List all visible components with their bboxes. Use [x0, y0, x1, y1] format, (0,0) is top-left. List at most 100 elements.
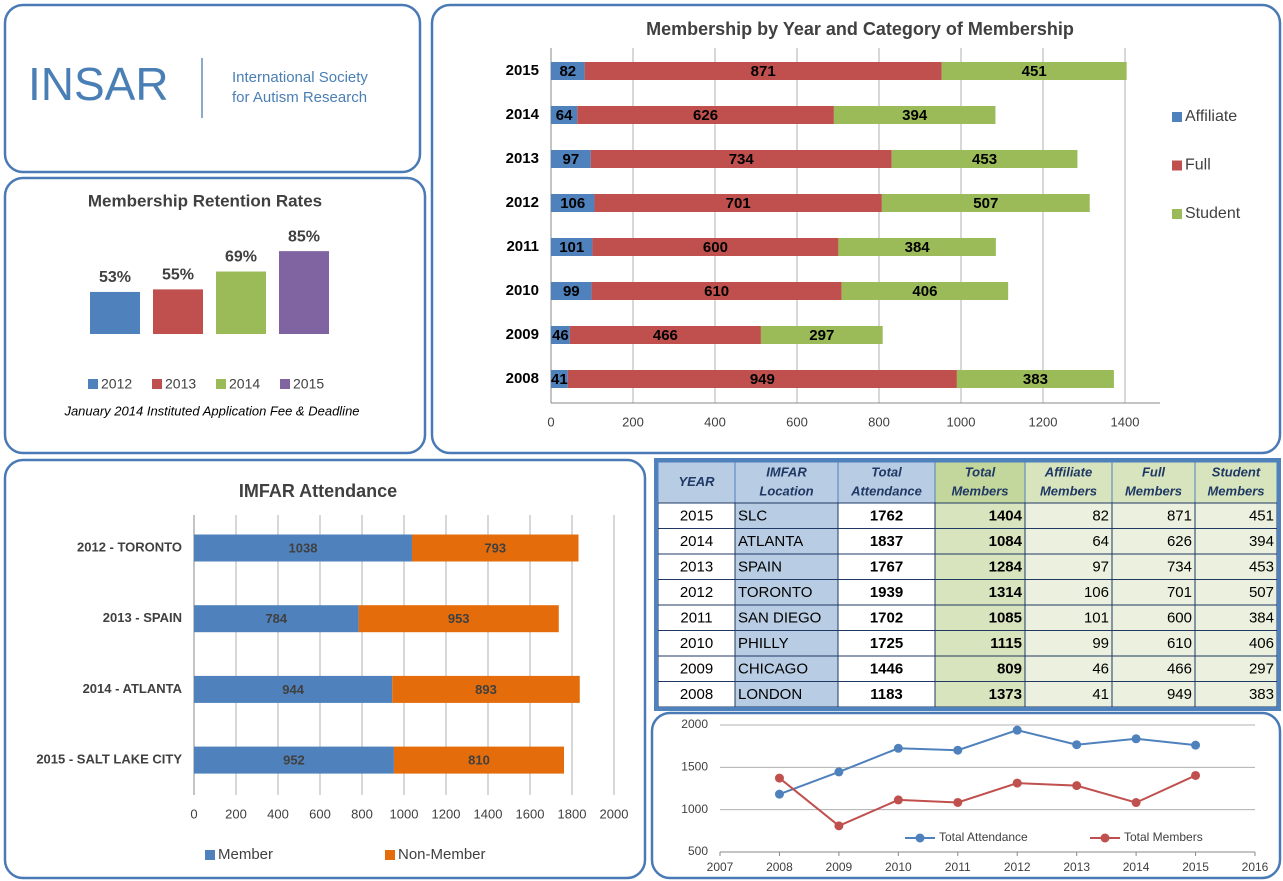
x-tick-label: 200 — [225, 806, 247, 821]
bar-segment — [567, 370, 957, 388]
table-cell — [1111, 681, 1196, 708]
data-label: 383 — [1023, 371, 1048, 388]
table-cell — [934, 630, 1026, 657]
data-label: 82 — [559, 63, 576, 80]
x-tick-label: 2009 — [826, 860, 853, 874]
table-value: 82 — [1092, 508, 1109, 525]
table-value: 1084 — [989, 533, 1023, 550]
table-cell — [734, 502, 839, 529]
point — [834, 767, 844, 777]
data-label: 871 — [751, 63, 776, 80]
table-header-cell — [837, 461, 936, 504]
bar-segment — [358, 605, 559, 633]
point — [1191, 740, 1201, 750]
table-value: 1284 — [989, 559, 1023, 576]
y-tick-label: 2010 — [506, 282, 539, 299]
point — [1131, 734, 1141, 744]
x-tick-label: 400 — [704, 414, 726, 429]
legend-marker — [915, 833, 925, 843]
bar-segment — [551, 238, 593, 256]
legend-swatch — [1172, 112, 1182, 122]
table-header-cell — [1024, 461, 1113, 504]
y-tick-label: 2013 — [506, 150, 539, 167]
data-label: 69% — [225, 249, 257, 266]
table-value: 626 — [1167, 533, 1192, 550]
bar — [153, 289, 203, 334]
table-header: Attendance — [850, 483, 922, 498]
table-cell — [837, 579, 936, 606]
bar-segment — [594, 194, 882, 212]
table-cell — [1111, 630, 1196, 657]
table-value: 383 — [1249, 686, 1274, 703]
x-tick-label: 800 — [351, 806, 373, 821]
table-value: 600 — [1167, 610, 1192, 627]
table-cell — [934, 655, 1026, 682]
legend-swatch — [205, 850, 215, 860]
bar-segment — [569, 326, 761, 344]
table-value: LONDON — [738, 686, 802, 703]
data-label: 626 — [693, 107, 718, 124]
bar-segment — [881, 194, 1090, 212]
series-line — [778, 774, 1196, 827]
data-label: 394 — [902, 107, 928, 124]
bar-segment — [411, 534, 579, 562]
table-value: 1314 — [989, 584, 1023, 601]
legend-marker — [1100, 833, 1110, 843]
table-header-cell — [734, 461, 839, 504]
data-label: 734 — [729, 151, 755, 168]
x-tick-label: 2012 — [1004, 860, 1031, 874]
point — [774, 789, 784, 799]
table-value: 99 — [1092, 635, 1109, 652]
y-tick-label: 2014 - ATLANTA — [83, 681, 183, 696]
x-tick-label: 0 — [547, 414, 554, 429]
x-tick-label: 1200 — [1029, 414, 1058, 429]
table-value: 1762 — [870, 508, 903, 525]
bar-segment — [891, 150, 1078, 168]
table-value: 453 — [1249, 559, 1274, 576]
data-label: 610 — [704, 283, 729, 300]
x-tick-label: 800 — [868, 414, 890, 429]
y-tick-label: 1500 — [681, 760, 708, 774]
bar-segment — [194, 605, 359, 633]
table-header-cell — [657, 461, 736, 504]
legend-label: Member — [218, 846, 273, 863]
data-label: 893 — [475, 682, 497, 697]
table-cell — [1194, 604, 1278, 631]
legend-label: Total Attendance — [939, 830, 1028, 844]
data-label: 793 — [484, 540, 506, 555]
data-label: 55% — [162, 267, 194, 284]
table-cell — [1024, 604, 1113, 631]
legend-swatch — [1172, 209, 1182, 219]
bar-segment — [551, 62, 585, 80]
point — [1012, 778, 1022, 788]
data-label: 101 — [559, 239, 584, 256]
point — [1191, 770, 1201, 780]
table-value: TORONTO — [738, 584, 812, 601]
table-value: 451 — [1249, 508, 1274, 525]
table-cell — [1024, 630, 1113, 657]
table-value: 809 — [997, 661, 1022, 678]
data-label: 507 — [973, 195, 998, 212]
data-label: 952 — [283, 753, 305, 768]
x-tick-label: 2015 — [1182, 860, 1209, 874]
table-header: Members — [1040, 483, 1097, 498]
table-value: 1767 — [870, 559, 903, 576]
legend-swatch — [1172, 160, 1182, 171]
x-tick-label: 1000 — [390, 806, 419, 821]
table-value: 1702 — [870, 610, 903, 627]
bar-segment — [584, 62, 942, 80]
bar-segment — [551, 106, 578, 124]
data-label: 701 — [726, 195, 751, 212]
chart-note: January 2014 Instituted Application Fee … — [63, 403, 359, 418]
y-tick-label: 2012 - TORONTO — [77, 539, 182, 554]
legend-label: 2014 — [229, 376, 260, 392]
bar-segment — [590, 150, 892, 168]
table-value: 1446 — [870, 661, 903, 678]
logo-tagline: International Society — [232, 69, 368, 86]
table-value: 1115 — [990, 635, 1022, 652]
data-label: 297 — [809, 327, 834, 344]
table-cell — [1194, 655, 1278, 682]
table-value: 2011 — [680, 610, 712, 627]
legend-label: 2012 — [101, 376, 132, 392]
